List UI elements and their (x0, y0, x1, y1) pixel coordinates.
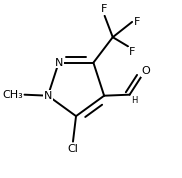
Text: F: F (134, 17, 140, 27)
Text: F: F (101, 4, 107, 14)
Text: Cl: Cl (68, 144, 78, 154)
Text: H: H (131, 96, 137, 105)
Text: N: N (54, 58, 63, 68)
Text: O: O (142, 66, 151, 76)
Text: CH₃: CH₃ (2, 90, 23, 100)
Text: F: F (129, 47, 135, 57)
Text: N: N (44, 91, 52, 101)
